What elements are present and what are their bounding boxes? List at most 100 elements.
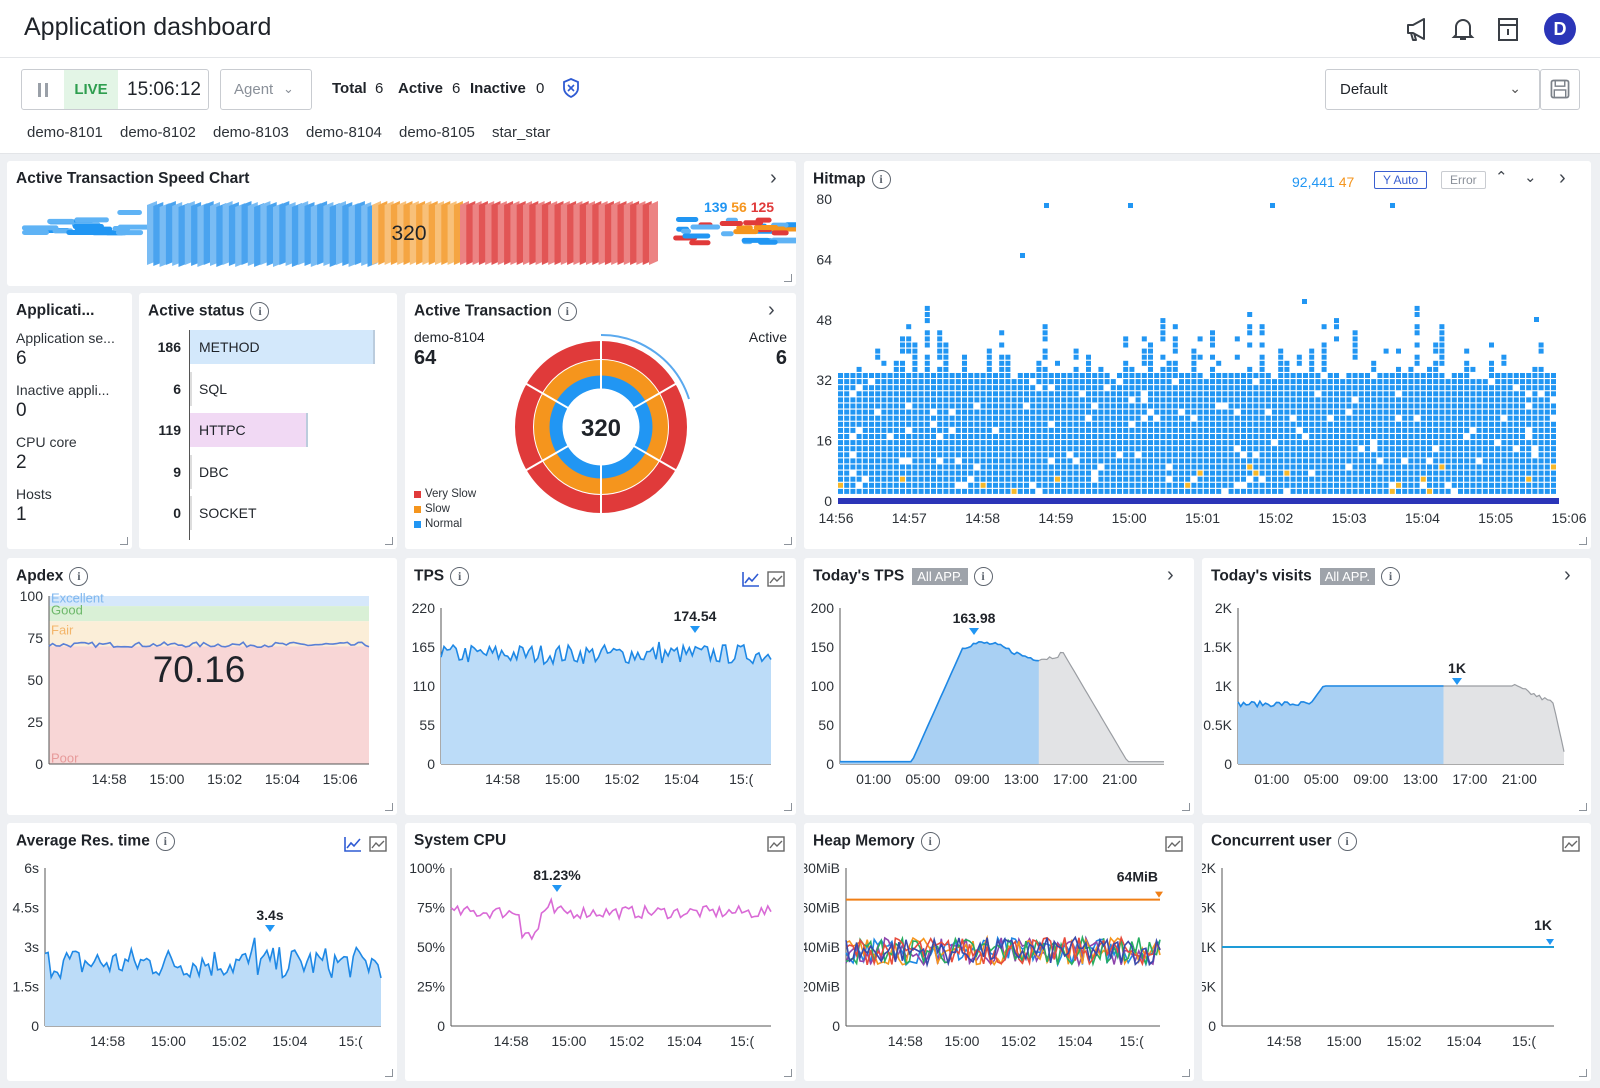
chevron-right-icon[interactable]: › bbox=[770, 167, 777, 189]
hit-cell bbox=[1482, 409, 1488, 415]
stream-dot bbox=[21, 225, 59, 231]
preset-select[interactable]: Default ⌄ bbox=[1325, 69, 1540, 110]
line-chart-icon[interactable] bbox=[742, 571, 760, 587]
hit-cell bbox=[1160, 397, 1166, 403]
info-icon[interactable]: i bbox=[920, 832, 940, 851]
agent-select[interactable]: Agent ⌄ bbox=[220, 69, 312, 110]
agent-tab[interactable]: demo-8104 bbox=[306, 124, 382, 141]
hit-cell bbox=[1458, 458, 1463, 464]
error-toggle[interactable]: Error bbox=[1441, 171, 1486, 189]
active-status-widget: Active status i 186 METHOD 6 SQL 119 HTTPC 9 DBC… bbox=[139, 293, 397, 549]
resize-handle[interactable] bbox=[1579, 1069, 1587, 1077]
avatar[interactable]: D bbox=[1544, 13, 1576, 45]
hit-cell bbox=[1272, 409, 1277, 415]
hit-cell bbox=[1265, 434, 1271, 439]
hit-cell bbox=[1470, 464, 1476, 470]
hit-cell bbox=[1321, 385, 1327, 391]
status-value: 186 bbox=[157, 339, 181, 355]
hit-cell bbox=[881, 379, 887, 385]
hit-cell bbox=[999, 342, 1005, 348]
resize-handle[interactable] bbox=[784, 537, 792, 545]
hit-cell bbox=[1104, 434, 1110, 439]
resize-handle[interactable] bbox=[784, 274, 792, 282]
hit-cell bbox=[1513, 440, 1519, 446]
info-icon[interactable]: i bbox=[450, 567, 470, 586]
info-icon[interactable]: i bbox=[1337, 832, 1357, 851]
chevron-right-icon[interactable]: › bbox=[768, 299, 775, 321]
resize-handle[interactable] bbox=[1579, 537, 1587, 545]
hit-cell bbox=[1507, 373, 1513, 378]
chevron-right-icon[interactable]: › bbox=[1167, 564, 1174, 586]
resize-handle[interactable] bbox=[784, 803, 792, 811]
megaphone-icon[interactable] bbox=[1403, 14, 1433, 44]
hit-cell bbox=[1203, 427, 1209, 433]
resize-handle[interactable] bbox=[385, 1069, 393, 1077]
info-icon[interactable]: i bbox=[69, 567, 89, 586]
hit-cell bbox=[1458, 476, 1463, 482]
agent-tab[interactable]: demo-8103 bbox=[213, 124, 289, 141]
area-chart-icon[interactable] bbox=[1165, 836, 1183, 852]
hit-cell bbox=[1098, 391, 1104, 397]
chevron-right-icon[interactable]: › bbox=[1559, 167, 1566, 189]
info-icon[interactable]: i bbox=[250, 302, 270, 321]
chevron-up-icon[interactable]: ⌃ bbox=[1495, 169, 1508, 186]
hit-cell bbox=[1458, 391, 1463, 397]
area-chart-icon[interactable] bbox=[1562, 836, 1580, 852]
shield-icon[interactable] bbox=[562, 78, 580, 98]
hit-cell bbox=[1210, 373, 1215, 378]
hit-cell bbox=[1464, 409, 1470, 415]
hit-cell bbox=[999, 366, 1005, 372]
live-badge: LIVE bbox=[64, 70, 118, 109]
peak-marker bbox=[265, 925, 275, 932]
agent-tab[interactable]: demo-8102 bbox=[120, 124, 196, 141]
resize-handle[interactable] bbox=[385, 537, 393, 545]
area-chart-icon[interactable] bbox=[369, 836, 387, 852]
hit-cell bbox=[887, 397, 893, 403]
info-icon[interactable]: i bbox=[871, 170, 891, 189]
agent-tab[interactable]: star_star bbox=[492, 124, 551, 141]
resize-handle[interactable] bbox=[120, 537, 128, 545]
pause-button[interactable] bbox=[22, 70, 64, 109]
hit-cell bbox=[838, 470, 843, 476]
band-label: Poor bbox=[51, 750, 79, 765]
hit-cell bbox=[850, 476, 856, 482]
hit-cell bbox=[1017, 482, 1023, 488]
info-icon[interactable]: i bbox=[557, 302, 577, 321]
save-button[interactable] bbox=[1540, 69, 1580, 110]
hit-cell bbox=[1501, 434, 1507, 439]
hit-cell bbox=[1427, 421, 1432, 427]
hit-cell bbox=[869, 415, 874, 421]
area-chart-icon[interactable] bbox=[767, 571, 785, 587]
hit-cell bbox=[881, 482, 887, 488]
band-label: Fair bbox=[51, 623, 74, 638]
hit-cell bbox=[1203, 397, 1209, 403]
resize-handle[interactable] bbox=[784, 1069, 792, 1077]
area-chart-icon[interactable] bbox=[767, 836, 785, 852]
resize-handle[interactable] bbox=[385, 803, 393, 811]
info-icon[interactable]: i bbox=[973, 567, 993, 586]
resize-handle[interactable] bbox=[1182, 1069, 1190, 1077]
resize-handle[interactable] bbox=[1579, 803, 1587, 811]
hit-cell bbox=[924, 470, 930, 476]
hit-cell bbox=[1371, 385, 1377, 391]
line-chart-icon[interactable] bbox=[344, 836, 362, 852]
hit-cell bbox=[1340, 379, 1346, 385]
hit-cell bbox=[924, 336, 930, 342]
archive-icon[interactable] bbox=[1493, 14, 1523, 44]
hit-cell bbox=[1551, 373, 1556, 378]
info-icon[interactable]: i bbox=[1381, 567, 1401, 586]
resize-handle[interactable] bbox=[1182, 803, 1190, 811]
bell-icon[interactable] bbox=[1448, 14, 1478, 44]
hit-cell bbox=[1123, 336, 1129, 342]
agent-tab[interactable]: demo-8101 bbox=[27, 124, 103, 141]
hit-cell bbox=[1241, 464, 1246, 470]
hit-cell bbox=[1383, 470, 1389, 476]
y-auto-button[interactable]: Y Auto bbox=[1374, 171, 1428, 189]
hit-cell bbox=[1296, 458, 1302, 464]
chevron-right-icon[interactable]: › bbox=[1564, 564, 1571, 586]
chevron-down-icon[interactable]: ⌄ bbox=[1524, 169, 1537, 186]
agent-tab[interactable]: demo-8105 bbox=[399, 124, 475, 141]
info-icon[interactable]: i bbox=[155, 832, 175, 851]
hit-cell bbox=[1216, 470, 1222, 476]
